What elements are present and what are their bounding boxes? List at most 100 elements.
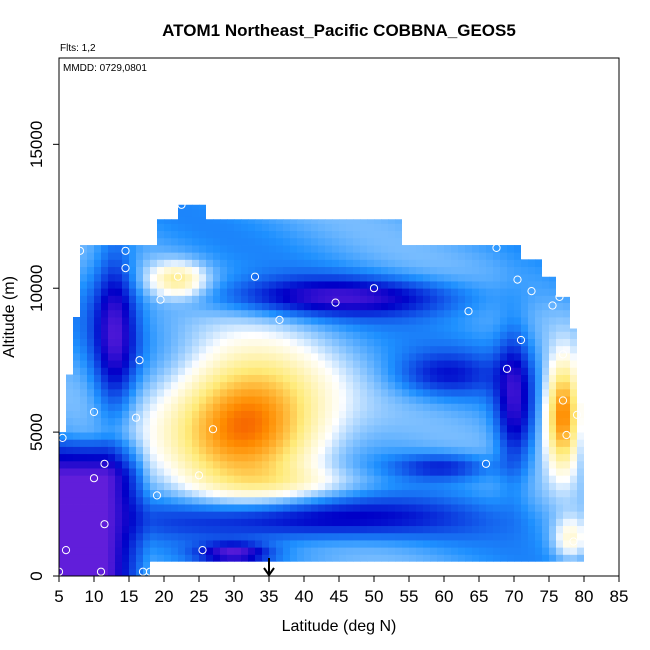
heatmap-cell (367, 281, 375, 289)
heatmap-cell (430, 324, 438, 332)
heatmap-cell (556, 209, 564, 217)
heatmap-cell (528, 561, 536, 570)
heatmap-cell (269, 417, 277, 426)
heatmap-cell (269, 338, 277, 347)
heatmap-cell (346, 424, 354, 433)
heatmap-cell (178, 259, 186, 268)
heatmap-cell (423, 532, 431, 541)
heatmap-cell (66, 295, 74, 304)
heatmap-cell (178, 352, 186, 361)
heatmap-cell (311, 432, 319, 440)
heatmap-cell (290, 273, 298, 282)
heatmap-cell (458, 288, 466, 296)
heatmap-cell (360, 504, 368, 512)
heatmap-cell (325, 317, 333, 325)
heatmap-cell (269, 281, 277, 289)
heatmap-cell (409, 209, 417, 217)
heatmap-cell (241, 309, 249, 318)
heatmap-cell (409, 547, 417, 555)
heatmap-cell (87, 259, 95, 268)
heatmap-cell (248, 417, 256, 426)
heatmap-cell (346, 266, 354, 275)
heatmap-cell (451, 410, 459, 419)
heatmap-cell (206, 273, 214, 282)
heatmap-cell (430, 424, 438, 433)
heatmap-cell (570, 338, 578, 347)
heatmap-cell (549, 439, 557, 447)
heatmap-cell (80, 540, 88, 548)
heatmap-cell (416, 288, 424, 296)
heatmap-cell (388, 410, 396, 419)
heatmap-cell (255, 496, 263, 505)
heatmap-cell (80, 345, 88, 354)
heatmap-cell (563, 295, 571, 304)
heatmap-cell (248, 381, 256, 390)
heatmap-cell (73, 496, 81, 505)
heatmap-cell (535, 489, 543, 498)
heatmap-cell (66, 237, 74, 246)
heatmap-cell (360, 439, 368, 447)
heatmap-cell (563, 252, 571, 260)
heatmap-cell (535, 295, 543, 304)
heatmap-cell (360, 403, 368, 411)
heatmap-cell (87, 331, 95, 339)
heatmap-cell (563, 223, 571, 232)
heatmap-cell (416, 245, 424, 253)
heatmap-cell (192, 504, 200, 512)
heatmap-cell (570, 230, 578, 239)
heatmap-cell (171, 403, 179, 411)
heatmap-cell (381, 496, 389, 505)
heatmap-cell (122, 273, 130, 282)
heatmap-cell (458, 475, 466, 483)
heatmap-cell (213, 489, 221, 498)
heatmap-cell (388, 489, 396, 498)
heatmap-cell (374, 237, 382, 246)
heatmap-cell (479, 360, 487, 368)
heatmap-cell (227, 511, 235, 519)
heatmap-cell (465, 453, 473, 462)
heatmap-cell (437, 317, 445, 325)
heatmap-cell (388, 417, 396, 426)
heatmap-cell (206, 338, 214, 347)
heatmap-cell (269, 396, 277, 404)
heatmap-cell (80, 324, 88, 332)
heatmap-cell (276, 518, 284, 527)
heatmap-cell (325, 230, 333, 239)
heatmap-cell (73, 532, 81, 541)
heatmap-cell (549, 489, 557, 498)
heatmap-cell (192, 460, 200, 469)
heatmap-cell (255, 324, 263, 332)
heatmap-cell (514, 374, 522, 383)
heatmap-cell (549, 230, 557, 239)
heatmap-cell (570, 439, 578, 447)
heatmap-cell (444, 489, 452, 498)
heatmap-cell (465, 396, 473, 404)
heatmap-cell (234, 475, 242, 483)
heatmap-cell (108, 432, 116, 440)
heatmap-cell (381, 209, 389, 217)
heatmap-cell (164, 374, 172, 383)
heatmap-cell (115, 237, 123, 246)
heatmap-cell (164, 432, 172, 440)
heatmap-cell (381, 540, 389, 548)
heatmap-cell (241, 367, 249, 375)
heatmap-cell (94, 317, 102, 325)
heatmap-cell (332, 281, 340, 289)
heatmap-cell (465, 295, 473, 304)
heatmap-cell (507, 568, 515, 577)
heatmap-cell (444, 525, 452, 534)
heatmap-cell (465, 554, 473, 563)
heatmap-cell (206, 417, 214, 426)
heatmap-cell (248, 468, 256, 476)
heatmap-cell (304, 317, 312, 325)
heatmap-cell (563, 273, 571, 282)
heatmap-cell (108, 417, 116, 426)
heatmap-cell (178, 295, 186, 304)
heatmap-cell (374, 439, 382, 447)
heatmap-cell (521, 475, 529, 483)
heatmap-cell (283, 345, 291, 354)
heatmap-cell (556, 259, 564, 268)
heatmap-cell (325, 345, 333, 354)
heatmap-cell (339, 273, 347, 282)
heatmap-cell (262, 230, 270, 239)
